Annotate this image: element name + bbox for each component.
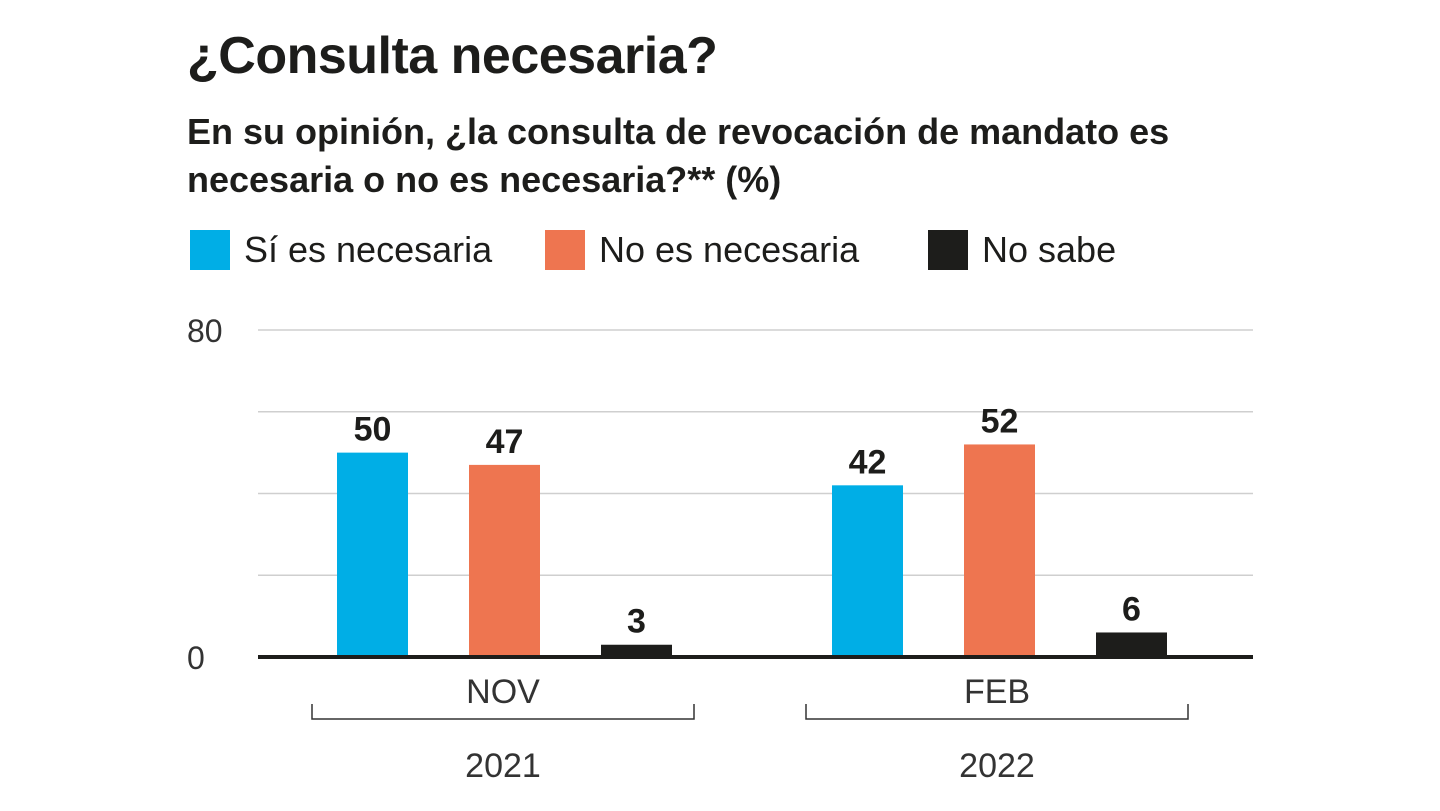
bar-si-feb bbox=[832, 485, 903, 657]
bar-no-sabe-nov bbox=[601, 644, 672, 657]
year-bracket-2021 bbox=[311, 704, 695, 720]
chart-title: ¿Consulta necesaria? bbox=[187, 27, 718, 85]
data-label-no-sabe-nov: 3 bbox=[627, 603, 646, 641]
y-tick-label-80: 80 bbox=[187, 313, 223, 349]
x-tick-label-feb: FEB bbox=[964, 673, 1030, 711]
bar-no-nov bbox=[469, 464, 540, 657]
bar-si-nov bbox=[337, 452, 408, 657]
year-label-2021: 2021 bbox=[465, 747, 541, 785]
data-label-si-feb: 42 bbox=[849, 443, 887, 481]
x-tick-label-nov: NOV bbox=[466, 673, 540, 711]
legend-item-no: No es necesaria bbox=[545, 226, 859, 274]
bar-no-feb bbox=[964, 444, 1035, 657]
data-label-no-nov: 47 bbox=[486, 423, 524, 461]
legend-swatch-no-sabe bbox=[928, 230, 968, 270]
data-label-no-sabe-feb: 6 bbox=[1122, 590, 1141, 628]
legend-swatch-no bbox=[545, 230, 585, 270]
legend-label-no: No es necesaria bbox=[599, 229, 860, 270]
chart-subtitle: En su opinión, ¿la consulta de revocació… bbox=[187, 111, 1170, 200]
y-tick-label-0: 0 bbox=[187, 640, 205, 676]
data-label-si-nov: 50 bbox=[354, 411, 392, 449]
data-label-no-feb: 52 bbox=[981, 402, 1019, 440]
bar-no-sabe-feb bbox=[1096, 632, 1167, 657]
legend-label-no-sabe: No sabe bbox=[982, 229, 1117, 270]
year-bracket-2022 bbox=[805, 704, 1189, 720]
year-label-2022: 2022 bbox=[959, 747, 1035, 785]
legend-item-si: Sí es necesaria bbox=[190, 226, 492, 274]
legend-item-no-sabe: No sabe bbox=[928, 226, 1116, 274]
legend-label-si: Sí es necesaria bbox=[244, 229, 493, 270]
legend-swatch-si bbox=[190, 230, 230, 270]
